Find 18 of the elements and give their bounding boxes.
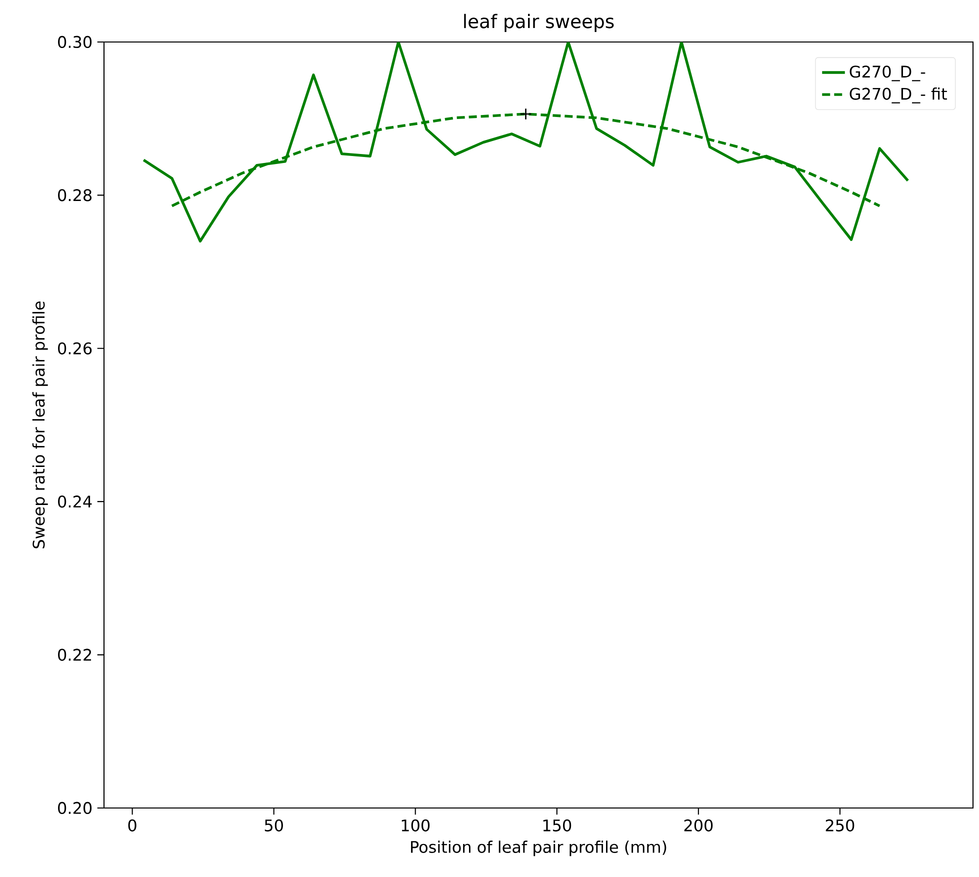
x-tick-label: 50 (264, 819, 283, 832)
x-tick-label: 100 (402, 819, 430, 832)
x-tick-label: 250 (826, 819, 854, 832)
legend-label: G270_D_- fit (850, 87, 947, 104)
y-tick-label: 0.24 (58, 496, 92, 508)
x-tick-label: 150 (543, 819, 572, 832)
legend-label: G270_D_- (850, 66, 926, 82)
chart-title: leaf pair sweeps (464, 14, 614, 32)
y-tick-label: 0.26 (58, 342, 92, 354)
x-axis-title: Position of leaf pair profile (mm) (411, 840, 666, 856)
x-tick-label: 0 (128, 819, 136, 832)
y-tick-label: 0.20 (58, 802, 92, 814)
line-series (170, 112, 881, 208)
y-axis-title: Sweep ratio for leaf pair profile (32, 301, 48, 548)
y-tick-label: 0.22 (58, 648, 92, 661)
x-tick-label: 200 (684, 819, 713, 832)
y-tick-label: 0.30 (58, 36, 92, 48)
y-tick-label: 0.28 (58, 189, 92, 202)
